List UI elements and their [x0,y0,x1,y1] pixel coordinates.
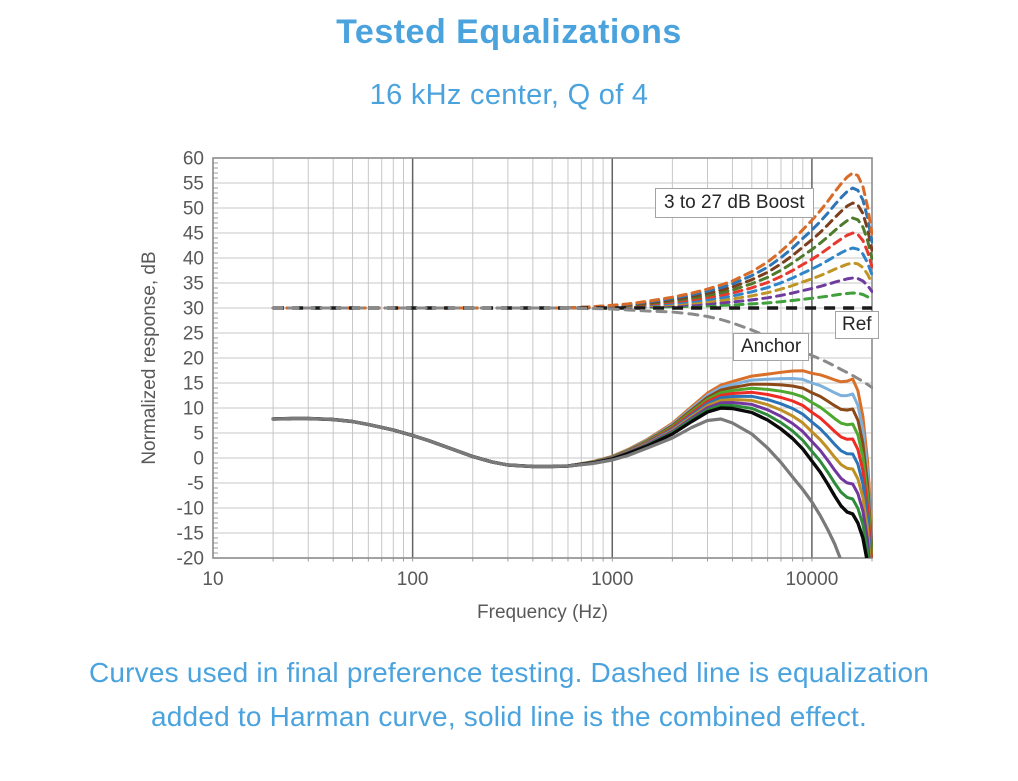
svg-text:10: 10 [202,569,223,590]
page-subtitle: 16 kHz center, Q of 4 [369,79,649,111]
svg-text:40: 40 [183,248,204,269]
svg-text:60: 60 [183,148,204,169]
svg-text:0: 0 [193,448,204,469]
svg-text:5: 5 [193,423,204,444]
svg-text:35: 35 [183,273,204,294]
anchor-annotation: Anchor [733,333,810,361]
ref-annotation: Ref [835,311,879,339]
svg-text:55: 55 [183,173,204,194]
svg-text:-10: -10 [177,498,204,519]
svg-text:30: 30 [183,298,204,319]
svg-text:15: 15 [183,373,204,394]
svg-text:20: 20 [183,348,204,369]
boost-range-annotation: 3 to 27 dB Boost [655,188,814,218]
page-title: Tested Equalizations [336,13,682,51]
y-axis-title: Normalized response, dB [139,251,160,465]
svg-text:1000: 1000 [591,569,633,590]
svg-text:-5: -5 [187,473,204,494]
figure-caption: Curves used in final preference testing.… [88,657,930,732]
svg-text:-15: -15 [177,523,204,544]
frequency-response-chart: 60 55 50 45 40 35 30 25 20 15 10 5 0 -5 -10 -15 -20 10 100… [0,130,1018,645]
x-axis-title: Frequency (Hz) [477,602,608,623]
svg-text:-20: -20 [177,548,204,569]
svg-text:25: 25 [183,323,204,344]
svg-text:45: 45 [183,223,204,244]
svg-text:10000: 10000 [785,569,838,590]
svg-text:100: 100 [397,569,429,590]
svg-text:10: 10 [183,398,204,419]
svg-text:50: 50 [183,198,204,219]
